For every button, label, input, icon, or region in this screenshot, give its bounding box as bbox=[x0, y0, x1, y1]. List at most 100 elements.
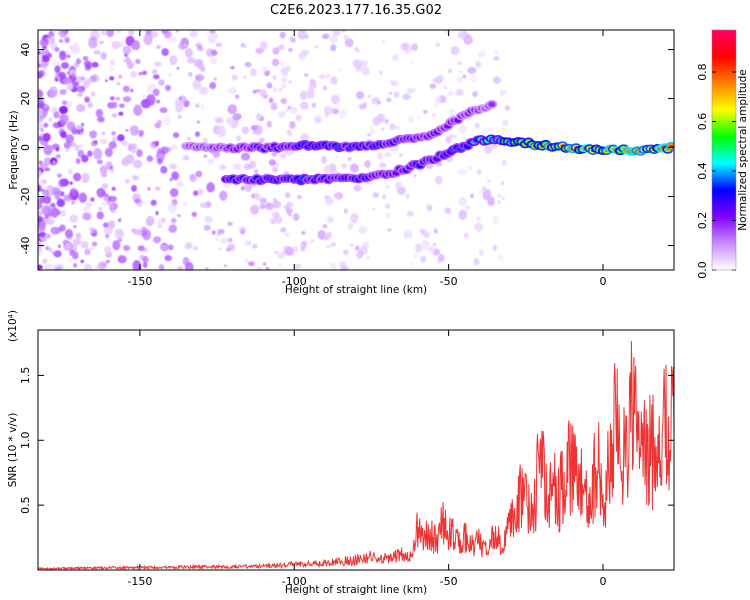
noise-blob bbox=[243, 44, 248, 49]
colorbar-tick-label: 0.8 bbox=[696, 63, 709, 81]
noise-blob bbox=[254, 193, 261, 201]
noise-blob bbox=[154, 186, 161, 192]
noise-blob bbox=[85, 201, 92, 208]
noise-blob bbox=[354, 245, 360, 251]
noise-blob bbox=[76, 103, 86, 112]
noise-blob bbox=[227, 107, 234, 114]
noise-blob bbox=[478, 188, 483, 195]
noise-blob bbox=[235, 135, 242, 142]
noise-blob bbox=[73, 42, 79, 47]
noise-blob bbox=[406, 210, 414, 217]
noise-blob bbox=[314, 45, 319, 49]
noise-blob bbox=[326, 244, 332, 249]
noise-blob bbox=[225, 116, 234, 125]
noise-blob bbox=[251, 244, 258, 249]
noise-blob bbox=[80, 76, 86, 81]
noise-blob bbox=[338, 108, 347, 119]
noise-blob bbox=[141, 98, 152, 109]
noise-blob bbox=[317, 229, 326, 240]
noise-blob bbox=[184, 261, 194, 270]
noise-blob bbox=[243, 163, 252, 170]
noise-blob bbox=[255, 112, 262, 121]
noise-blob bbox=[502, 127, 507, 132]
noise-blob bbox=[67, 257, 73, 263]
noise-blob bbox=[482, 189, 492, 201]
noise-blob bbox=[219, 190, 228, 201]
noise-blob bbox=[504, 105, 511, 111]
noise-blob bbox=[64, 242, 72, 251]
noise-blob bbox=[444, 207, 452, 215]
noise-blob bbox=[417, 116, 421, 120]
noise-blob bbox=[210, 56, 218, 65]
noise-blob bbox=[279, 31, 286, 39]
noise-blob bbox=[322, 85, 327, 91]
noise-blob bbox=[244, 182, 253, 192]
snr-xtick-label: -150 bbox=[127, 575, 152, 588]
noise-blob bbox=[197, 188, 204, 196]
noise-blob bbox=[450, 45, 460, 56]
noise-blob bbox=[482, 186, 486, 191]
noise-blob bbox=[155, 99, 161, 104]
noise-blob bbox=[324, 196, 334, 206]
noise-blob bbox=[329, 35, 339, 44]
noise-blob bbox=[100, 30, 108, 36]
noise-blob bbox=[395, 181, 403, 190]
noise-blob bbox=[132, 175, 139, 181]
noise-blob bbox=[78, 192, 88, 203]
noise-blob bbox=[457, 168, 467, 176]
noise-blob bbox=[286, 129, 292, 136]
noise-blob bbox=[98, 206, 103, 211]
noise-blob bbox=[189, 173, 197, 183]
noise-blob bbox=[196, 120, 201, 124]
noise-blob bbox=[65, 148, 70, 153]
snr-ytick-label: 1.0 bbox=[19, 432, 32, 450]
noise-blob bbox=[69, 249, 76, 257]
noise-blob bbox=[203, 154, 208, 158]
noise-blob bbox=[429, 83, 437, 90]
colorbar-ticks: 0.0 0.2 0.4 0.6 0.8 bbox=[696, 29, 737, 279]
noise-blob bbox=[343, 34, 349, 41]
noise-blob bbox=[101, 131, 106, 136]
noise-blob bbox=[130, 71, 137, 78]
noise-blob bbox=[449, 134, 454, 138]
noise-blob bbox=[240, 152, 251, 161]
noise-blob bbox=[39, 221, 46, 229]
noise-blob bbox=[169, 163, 178, 170]
noise-blob bbox=[207, 33, 217, 45]
noise-blob bbox=[111, 101, 118, 109]
noise-blob bbox=[358, 103, 367, 110]
noise-blob bbox=[82, 212, 92, 221]
noise-blob bbox=[377, 152, 383, 160]
noise-blob bbox=[152, 88, 160, 97]
noise-blob bbox=[244, 61, 252, 68]
noise-blob bbox=[384, 212, 392, 218]
noise-blob bbox=[250, 204, 260, 215]
noise-blob bbox=[241, 126, 250, 134]
noise-blob bbox=[234, 94, 240, 99]
noise-blob bbox=[433, 228, 438, 234]
noise-blob bbox=[106, 237, 112, 241]
noise-blob bbox=[80, 122, 85, 127]
noise-blob bbox=[104, 234, 110, 239]
noise-blob bbox=[59, 114, 70, 124]
noise-blob bbox=[62, 77, 72, 85]
noise-blob bbox=[342, 249, 349, 256]
noise-blob bbox=[438, 254, 445, 262]
noise-blob bbox=[384, 151, 392, 158]
noise-blob bbox=[250, 68, 257, 77]
noise-blob bbox=[43, 157, 52, 167]
noise-blob bbox=[102, 191, 106, 195]
noise-blob bbox=[326, 215, 334, 224]
noise-blob bbox=[455, 88, 464, 97]
noise-blob bbox=[436, 74, 445, 83]
noise-blob bbox=[38, 107, 44, 118]
noise-blob bbox=[176, 66, 180, 70]
noise-blob bbox=[343, 208, 348, 214]
noise-blob bbox=[177, 114, 182, 119]
noise-blob bbox=[227, 221, 233, 227]
noise-blob bbox=[347, 222, 354, 230]
noise-blob bbox=[268, 159, 276, 166]
noise-blob bbox=[478, 249, 485, 257]
noise-blob bbox=[38, 63, 41, 68]
noise-blob bbox=[472, 91, 478, 98]
